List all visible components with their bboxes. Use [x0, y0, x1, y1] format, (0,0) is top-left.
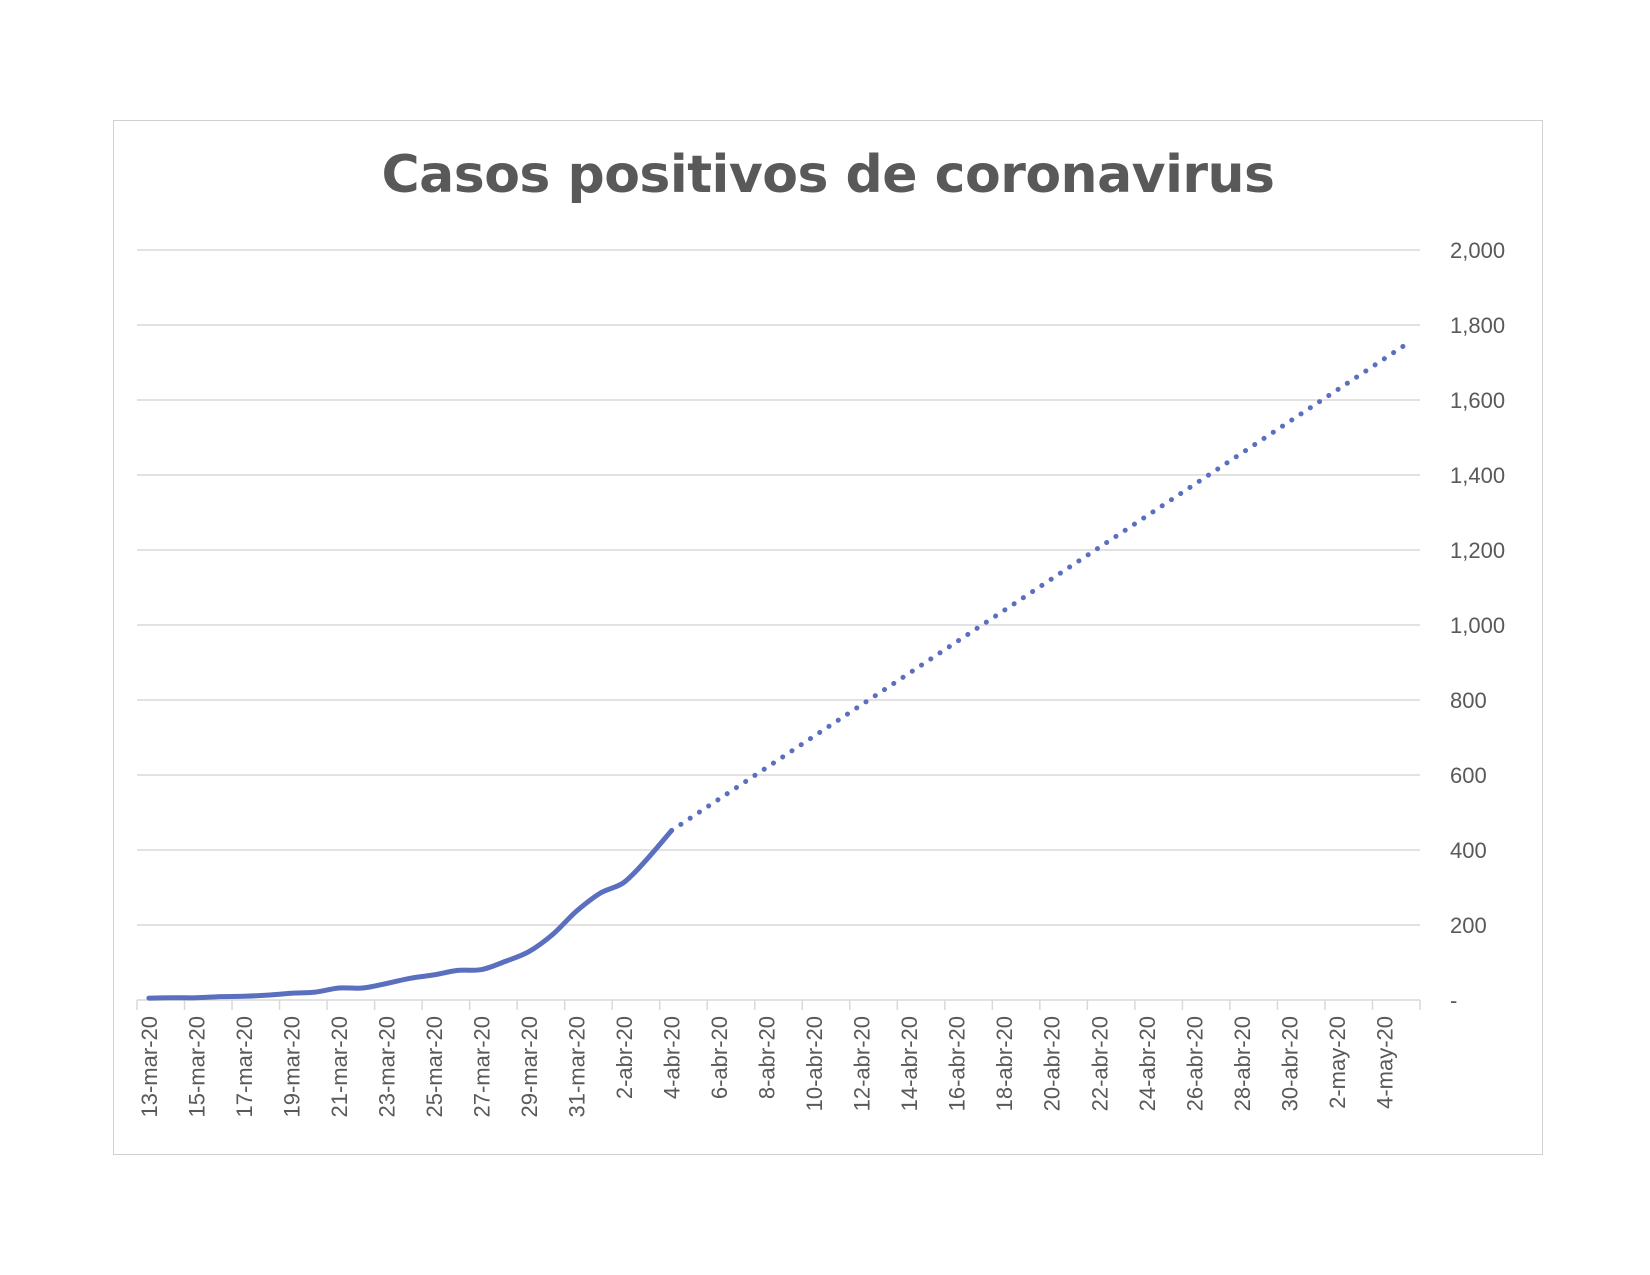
- x-tick-label: 30-abr-20: [1277, 1016, 1302, 1111]
- x-tick-label: 17-mar-20: [232, 1016, 257, 1117]
- x-tick-label: 26-abr-20: [1182, 1016, 1207, 1111]
- y-tick-label: 1,000: [1450, 613, 1505, 638]
- y-tick-label: 600: [1450, 763, 1487, 788]
- x-tick-label: 23-mar-20: [374, 1016, 399, 1117]
- x-tick-label: 16-abr-20: [945, 1016, 970, 1111]
- y-tick-label: 1,200: [1450, 538, 1505, 563]
- y-tick-label: 400: [1450, 838, 1487, 863]
- x-tick-label: 25-mar-20: [422, 1016, 447, 1117]
- x-tick-label: 13-mar-20: [137, 1016, 162, 1117]
- series-group: [146, 340, 1411, 1001]
- x-tick-label: 28-abr-20: [1230, 1016, 1255, 1111]
- x-tick-label: 27-mar-20: [470, 1016, 495, 1117]
- x-tick-label: 4-may-20: [1372, 1016, 1397, 1109]
- y-tick-label: 2,000: [1450, 238, 1505, 263]
- y-tick-label: 800: [1450, 688, 1487, 713]
- chart-title: Casos positivos de coronavirus: [381, 145, 1275, 205]
- x-tick-label: 21-mar-20: [327, 1016, 352, 1117]
- x-tick-label: 19-mar-20: [279, 1016, 304, 1117]
- x-tick-label: 10-abr-20: [802, 1016, 827, 1111]
- x-tick-label: 31-mar-20: [565, 1016, 590, 1117]
- gridlines: [137, 249, 1420, 926]
- chart-frame: Casos positivos de coronavirus: [113, 120, 1543, 1155]
- x-axis-ticks: 13-mar-20 15-mar-20 17-mar-20 19-mar-20 21-m…: [137, 1016, 1397, 1117]
- x-tick-label: 8-abr-20: [755, 1016, 780, 1099]
- x-tick-label: 18-abr-20: [992, 1016, 1017, 1111]
- x-tick-label: 20-abr-20: [1040, 1016, 1065, 1111]
- x-tick-label: 2-may-20: [1325, 1016, 1350, 1109]
- y-tick-label: 1,800: [1450, 313, 1505, 338]
- x-tick-label: 22-abr-20: [1087, 1016, 1112, 1111]
- x-tick-label: 4-abr-20: [660, 1016, 685, 1099]
- y-tick-label: 1,400: [1450, 463, 1505, 488]
- series-line-actual: [146, 828, 675, 1001]
- x-axis: [136, 999, 1421, 1010]
- x-tick-label: 12-abr-20: [850, 1016, 875, 1111]
- x-tick-label: 2-abr-20: [612, 1016, 637, 1099]
- y-tick-label: 1,600: [1450, 388, 1505, 413]
- x-tick-label: 29-mar-20: [517, 1016, 542, 1117]
- y-axis-ticks: - 200 400 600 800 1,000 1,200 1,400 1,600 1,800 2,…: [1450, 238, 1505, 1013]
- x-tick-label: 15-mar-20: [184, 1016, 209, 1117]
- x-tick-label: 14-abr-20: [897, 1016, 922, 1111]
- series-line-projection: [669, 340, 1411, 833]
- x-tick-label: 24-abr-20: [1135, 1016, 1160, 1111]
- x-tick-label: 6-abr-20: [707, 1016, 732, 1099]
- y-tick-label: -: [1450, 988, 1457, 1013]
- y-tick-label: 200: [1450, 913, 1487, 938]
